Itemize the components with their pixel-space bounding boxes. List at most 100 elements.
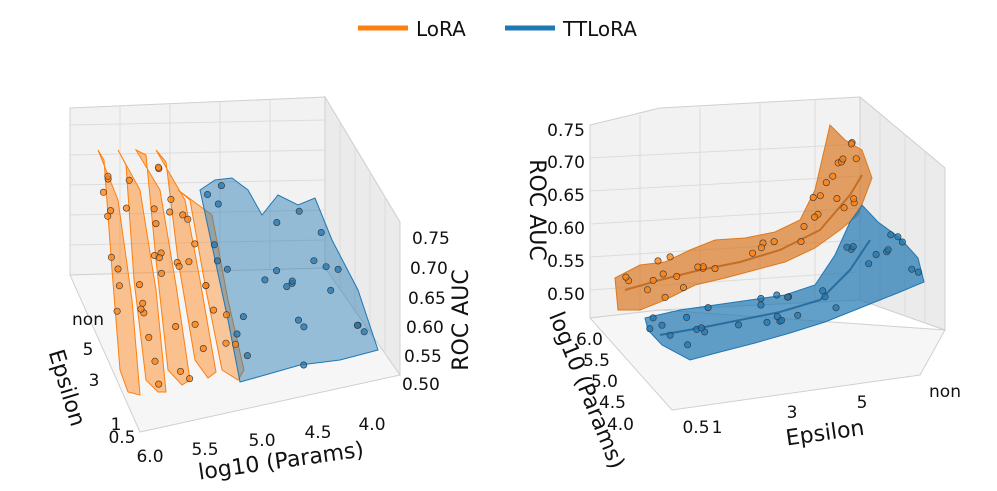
data-point (107, 253, 115, 261)
data-point (666, 253, 674, 261)
left-epsilon-ticks: non 5 3 1 0.5 (72, 310, 136, 448)
data-point (887, 231, 895, 239)
data-point (232, 340, 240, 348)
data-point (757, 301, 765, 309)
right-roc-tick-0.65: 0.65 (547, 186, 585, 206)
data-point (884, 246, 892, 254)
data-point (177, 367, 185, 375)
data-point (914, 268, 922, 276)
right-roc-ticks: 0.50 0.55 0.60 0.65 0.70 0.75 (547, 121, 585, 305)
right-roc-tick-0.55: 0.55 (547, 252, 585, 272)
left-roc-tick-0.70: 0.70 (410, 259, 448, 279)
right-epsilon-tick-5: 5 (857, 393, 868, 413)
left-roc-tick-0.60: 0.60 (406, 318, 444, 338)
right-epsilon-tick-1: 1 (712, 418, 723, 438)
data-point (832, 304, 840, 312)
left-roc-tick-0.55: 0.55 (404, 347, 442, 367)
right-roc-tick-0.70: 0.70 (547, 153, 585, 173)
right-roc-axis-label: ROC AUC (524, 159, 549, 260)
data-point (811, 213, 819, 221)
data-point (151, 357, 159, 365)
data-point (872, 251, 880, 259)
data-point (273, 267, 281, 275)
data-point (661, 293, 669, 301)
data-point (104, 172, 112, 180)
data-point (849, 243, 857, 251)
data-point (643, 286, 651, 294)
data-point (107, 207, 115, 215)
data-point (649, 276, 657, 284)
legend: LoRA TTLoRA (358, 17, 637, 41)
data-point (154, 163, 162, 171)
data-point (300, 323, 308, 331)
left-params-tick-6.0: 6.0 (136, 447, 163, 467)
right-params-tick-4.0: 4.0 (607, 415, 634, 435)
left-roc-axis-label: ROC AUC (449, 269, 474, 370)
data-point (115, 282, 123, 290)
left-epsilon-tick-0.5: 0.5 (108, 428, 135, 448)
data-point (317, 229, 325, 237)
left-chart-panes (69, 95, 401, 433)
data-point (310, 257, 318, 265)
data-point (239, 313, 247, 321)
left-roc-tick-0.50: 0.50 (402, 375, 440, 395)
left-data-points (99, 163, 368, 388)
data-point (654, 257, 662, 265)
data-point (773, 291, 781, 299)
data-point (898, 238, 906, 246)
data-point (139, 299, 147, 307)
data-point (821, 293, 829, 301)
data-point (734, 321, 742, 329)
left-roc-ticks: 0.50 0.55 0.60 0.65 0.70 0.75 (402, 229, 450, 395)
data-point (166, 208, 174, 216)
data-point (155, 254, 163, 262)
data-point (185, 258, 193, 266)
right-params-tick-5.5: 5.5 (583, 351, 610, 371)
data-point (233, 330, 241, 338)
left-epsilon-tick-3: 3 (89, 371, 100, 391)
data-point (327, 286, 335, 294)
data-point (202, 281, 210, 289)
data-point (749, 249, 757, 257)
data-point (261, 276, 269, 284)
data-point (840, 204, 848, 212)
right-lora-surface (614, 124, 873, 311)
data-point (353, 321, 361, 329)
data-point (894, 233, 902, 241)
data-point (704, 304, 712, 312)
data-point (852, 155, 860, 163)
data-point (816, 192, 824, 200)
left-params-tick-5.5: 5.5 (191, 440, 218, 460)
data-point (843, 243, 851, 251)
data-point (694, 263, 702, 271)
data-point (322, 263, 330, 271)
left-epsilon-tick-5: 5 (83, 340, 94, 360)
data-point (683, 313, 691, 321)
data-point (113, 307, 121, 315)
data-point (137, 305, 145, 313)
data-point (819, 287, 827, 295)
legend-label-ttlora: TTLoRA (562, 17, 637, 41)
data-point (273, 219, 281, 227)
data-point (114, 265, 122, 273)
data-point (659, 270, 667, 278)
data-point (104, 212, 112, 220)
data-point (213, 257, 221, 265)
left-params-tick-4.0: 4.0 (358, 415, 385, 435)
left-params-axis-label: log10 (Params) (197, 438, 366, 486)
data-point (673, 272, 681, 280)
data-point (152, 220, 160, 228)
right-params-tick-5.0: 5.0 (591, 372, 618, 392)
data-point (210, 241, 218, 249)
data-point (155, 380, 163, 388)
data-point (850, 195, 858, 203)
data-point (360, 328, 368, 336)
data-point (145, 333, 153, 341)
data-point (150, 205, 158, 213)
data-point (99, 188, 107, 196)
data-point (646, 325, 654, 333)
data-point (622, 273, 630, 281)
right-roc-tick-0.60: 0.60 (547, 219, 585, 239)
right-roc-tick-0.75: 0.75 (547, 121, 585, 141)
